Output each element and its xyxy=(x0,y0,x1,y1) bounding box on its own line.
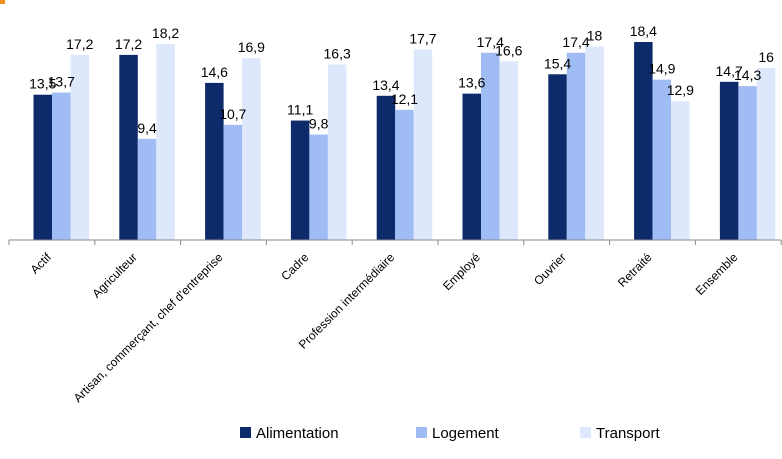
legend-label-transport: Transport xyxy=(596,425,660,442)
value-label-alimentation-agriculteur: 17,2 xyxy=(115,36,142,52)
legend-label-logement: Logement xyxy=(432,425,500,442)
value-label-alimentation-employe: 13,6 xyxy=(458,75,485,91)
bar-logement-agriculteur xyxy=(137,138,157,240)
value-label-transport-profession-intermediaire: 17,7 xyxy=(409,31,436,47)
bars-layer xyxy=(33,42,776,241)
value-label-alimentation-profession-intermediaire: 13,4 xyxy=(372,77,399,93)
value-label-logement-ouvrier: 17,4 xyxy=(562,34,589,50)
value-label-logement-agriculteur: 9,4 xyxy=(137,120,157,136)
value-label-transport-ensemble: 16 xyxy=(758,49,774,65)
bar-transport-ouvrier xyxy=(585,46,604,240)
bar-logement-profession-intermediaire xyxy=(395,109,414,240)
x-axis-ticks xyxy=(8,240,782,245)
bar-transport-ensemble xyxy=(756,67,776,241)
bar-transport-artisan-commercant-chef-d-entreprise xyxy=(242,58,261,241)
value-label-transport-agriculteur: 18,2 xyxy=(152,25,179,41)
bar-logement-actif xyxy=(52,92,71,241)
value-label-transport-actif: 17,2 xyxy=(66,36,93,52)
category-label-retraite: Retraité xyxy=(615,250,655,290)
bar-alimentation-ouvrier xyxy=(548,74,567,240)
bar-transport-profession-intermediaire xyxy=(413,49,433,240)
value-labels-layer: 13,513,7 17,2 17,2 9,4 18,2 14,6 10,7 16,9 11,19… xyxy=(29,23,774,136)
value-label-transport-cadre: 16,3 xyxy=(324,46,351,62)
value-label-logement-ensemble: 14,3 xyxy=(734,67,761,83)
bar-logement-employe xyxy=(481,52,500,241)
value-label-logement-employe: 17,4 xyxy=(477,34,504,50)
value-label-transport-employe: 16,6 xyxy=(495,42,522,58)
value-label-transport-retraite: 12,9 xyxy=(667,82,694,98)
bar-alimentation-profession-intermediaire xyxy=(376,95,396,240)
bar-alimentation-cadre xyxy=(290,120,310,240)
bar-alimentation-retraite xyxy=(634,42,653,240)
bar-logement-artisan-commercant-chef-d-entreprise xyxy=(223,124,243,240)
legend-swatch-logement xyxy=(416,427,427,438)
bar-alimentation-artisan-commercant-chef-d-entreprise xyxy=(205,82,224,241)
bar-alimentation-ensemble xyxy=(719,81,739,240)
category-label-agriculteur: Agriculteur xyxy=(89,250,139,300)
value-label-transport-artisan-commercant-chef-d-entreprise: 16,9 xyxy=(238,39,265,55)
category-label-ensemble: Ensemble xyxy=(693,250,741,298)
category-label-ouvrier: Ouvrier xyxy=(531,250,569,288)
bar-transport-retraite xyxy=(671,101,690,240)
bar-logement-ensemble xyxy=(738,86,757,240)
category-label-cadre: Cadre xyxy=(278,250,311,283)
value-label-logement-artisan-commercant-chef-d-entreprise: 10,7 xyxy=(219,106,246,122)
value-label-logement-profession-intermediaire: 12,1 xyxy=(391,91,418,107)
corner-accent-mark xyxy=(0,0,5,4)
value-label-transport-ouvrier: 18 xyxy=(587,27,603,43)
legend-swatch-alimentation xyxy=(240,427,251,438)
category-label-actif: Actif xyxy=(28,250,55,277)
legend-swatch-transport xyxy=(580,427,591,438)
bar-alimentation-actif xyxy=(33,94,52,240)
bar-alimentation-employe xyxy=(462,93,481,240)
category-label-artisan-commercant-chef-d-entreprise: Artisan, commerçant, chef d'entreprise xyxy=(71,250,226,405)
category-label-profession-intermediaire: Profession intermédiaire xyxy=(296,250,398,352)
value-label-logement-retraite: 14,9 xyxy=(648,61,675,77)
value-label-alimentation-ouvrier: 15,4 xyxy=(544,55,571,71)
bar-logement-retraite xyxy=(652,79,672,240)
bar-transport-employe xyxy=(499,61,518,240)
value-label-alimentation-retraite: 18,4 xyxy=(630,23,657,39)
legend-label-alimentation: Alimentation xyxy=(256,425,339,442)
value-label-alimentation-actif: 13,5 xyxy=(29,76,56,92)
bar-alimentation-agriculteur xyxy=(119,54,138,241)
bar-transport-actif xyxy=(70,54,89,241)
value-label-logement-cadre: 9,8 xyxy=(309,116,329,132)
value-label-alimentation-ensemble: 14,7 xyxy=(716,63,743,79)
category-label-employe: Employé xyxy=(440,250,483,293)
bar-transport-agriculteur xyxy=(156,44,175,240)
bar-logement-cadre xyxy=(309,134,328,240)
bar-logement-ouvrier xyxy=(566,52,586,241)
bar-transport-cadre xyxy=(327,64,347,240)
legend: Alimentation Logement Transport xyxy=(240,425,660,442)
value-label-alimentation-cadre: 11,1 xyxy=(287,102,313,118)
value-label-logement-actif: 13,7 xyxy=(48,74,75,90)
value-label-alimentation-artisan-commercant-chef-d-entreprise: 14,6 xyxy=(201,64,228,80)
